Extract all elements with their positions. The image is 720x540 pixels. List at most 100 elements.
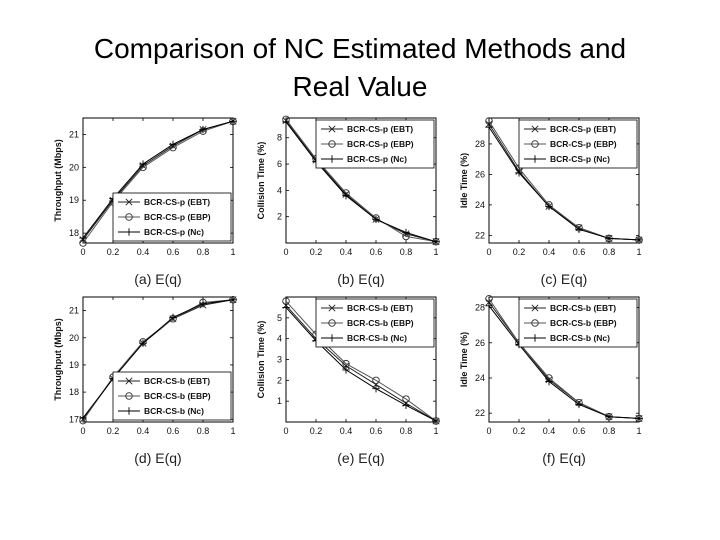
plot-frame (82, 296, 234, 423)
legend-entry: BCR-CS-b (Nc) (144, 406, 204, 416)
data-point (605, 234, 613, 243)
chart-panel-5: 0 0.2 0.4 0.6 0.8 1 1 2 3 4 5 Collision Time (%) (e)… (256, 296, 440, 466)
y-tick-label: 6 (277, 159, 282, 169)
legend-entry: BCR-CS-b (EBP) (144, 391, 211, 401)
legend-entry: BCR-CS-b (EBP) (550, 318, 617, 328)
data-point (372, 376, 380, 385)
x-tick-label: 0.2 (310, 247, 323, 257)
data-point (229, 296, 237, 304)
y-axis-label: Throughput (Mbps) (53, 318, 63, 400)
series-line (285, 307, 437, 422)
legend: BCR-CS-p (EBT) BCR-CS-p (EBP) BCR-CS-p (Nc… (112, 192, 232, 242)
legend-swatch-marker (125, 198, 133, 206)
y-tick-label: 22 (475, 230, 485, 240)
panel-caption: (f) E(q) (542, 450, 586, 466)
legend-swatch-marker (531, 304, 539, 312)
data-point (282, 303, 290, 312)
data-point (199, 125, 207, 134)
legend-swatch-marker (328, 304, 336, 312)
x-tick-label: 0.6 (167, 426, 180, 436)
chart-panel-6: 0 0.2 0.4 0.6 0.8 1 22 24 26 28 Idle Time (%) (f) E… (459, 295, 643, 466)
data-point (79, 234, 87, 242)
x-tick-label: 0.2 (513, 247, 526, 257)
x-tick-label: 1 (636, 247, 641, 257)
legend-swatch-marker (328, 140, 336, 148)
data-point (169, 140, 177, 149)
series-line (82, 299, 234, 419)
legend-entry: BCR-CS-b (EBT) (550, 303, 616, 313)
plot-frame (488, 296, 640, 423)
x-tick-label: 0 (283, 426, 288, 436)
data-point (79, 414, 87, 422)
series-line (82, 120, 234, 239)
y-tick-label: 2 (277, 212, 282, 222)
legend-entry: BCR-CS-p (EBP) (347, 139, 414, 149)
series-line (82, 120, 234, 244)
x-tick-label: 0.8 (197, 247, 210, 257)
legend-entry: BCR-CS-p (EBT) (144, 197, 210, 207)
x-tick-label: 1 (230, 247, 235, 257)
y-tick-label: 21 (69, 306, 79, 316)
data-point (342, 191, 350, 200)
y-tick-label: 18 (69, 387, 79, 397)
x-tick-label: 0.8 (603, 426, 616, 436)
chart-panel-2: 0 0.2 0.4 0.6 0.8 1 2 4 6 8 Collision Time (%) (b) … (256, 115, 440, 287)
data-point (575, 225, 583, 233)
y-tick-label: 24 (475, 200, 485, 210)
x-tick-label: 0.4 (543, 247, 556, 257)
y-tick-label: 2 (277, 375, 282, 385)
panel-caption: (b) E(q) (337, 271, 384, 287)
legend: BCR-CS-p (EBT) BCR-CS-p (EBP) BCR-CS-p (Nc… (518, 119, 638, 169)
legend-swatch-marker (531, 140, 539, 148)
x-tick-label: 0.2 (310, 426, 323, 436)
data-point (635, 236, 643, 244)
plot-frame (488, 117, 640, 244)
chart-panel-4: 0 0.2 0.4 0.6 0.8 1 17 18 19 20 21 Throughput (Mbps… (53, 295, 237, 466)
x-tick-label: 0.4 (340, 426, 353, 436)
y-tick-label: 4 (277, 185, 282, 195)
y-tick-label: 19 (69, 360, 79, 370)
legend-entry: BCR-CS-b (EBP) (347, 318, 414, 328)
y-tick-label: 5 (277, 313, 282, 323)
legend: BCR-CS-b (EBT) BCR-CS-b (EBP) BCR-CS-b (Nc… (518, 298, 638, 348)
x-tick-label: 0.8 (603, 247, 616, 257)
y-axis-label: Collision Time (%) (256, 142, 266, 220)
data-point (545, 202, 553, 211)
data-point (372, 384, 380, 393)
y-axis-label: Idle Time (%) (459, 153, 469, 208)
y-tick-label: 19 (69, 195, 79, 205)
legend-entry: BCR-CS-p (EBP) (144, 212, 211, 222)
slide-title-line-1: Comparison of NC Estimated Methods and (93, 33, 627, 64)
x-tick-label: 0.6 (167, 247, 180, 257)
data-point (432, 237, 440, 246)
data-point (139, 339, 147, 347)
legend-swatch-marker (531, 319, 539, 327)
panel-caption: (d) E(q) (134, 450, 181, 466)
x-tick-label: 0.2 (513, 426, 526, 436)
series-line (285, 300, 437, 422)
series-line (285, 121, 437, 243)
x-tick-label: 0.8 (400, 247, 413, 257)
plot-frame (82, 117, 234, 244)
legend-swatch-marker (125, 377, 133, 385)
series-line (285, 119, 437, 243)
legend-swatch-marker (531, 125, 539, 133)
y-tick-label: 21 (69, 129, 79, 139)
legend-swatch-marker (125, 228, 133, 236)
legend-swatch-marker (328, 319, 336, 327)
data-point (485, 302, 493, 310)
x-tick-label: 0.2 (107, 426, 120, 436)
legend-swatch-marker (125, 213, 133, 221)
x-tick-label: 0.6 (573, 247, 586, 257)
panel-caption: (c) E(q) (541, 271, 588, 287)
panel-caption: (a) E(q) (134, 271, 181, 287)
legend-entry: BCR-CS-p (Nc) (347, 154, 407, 164)
data-point (199, 300, 207, 308)
x-tick-label: 0.8 (197, 426, 210, 436)
data-point (169, 313, 177, 322)
chart-panel-3: 0 0.2 0.4 0.6 0.8 1 22 24 26 28 Idle Time (%) (c) E… (459, 117, 643, 287)
series-line (488, 305, 640, 419)
x-tick-label: 0.8 (400, 426, 413, 436)
x-tick-label: 0 (486, 247, 491, 257)
series-line (285, 304, 437, 422)
